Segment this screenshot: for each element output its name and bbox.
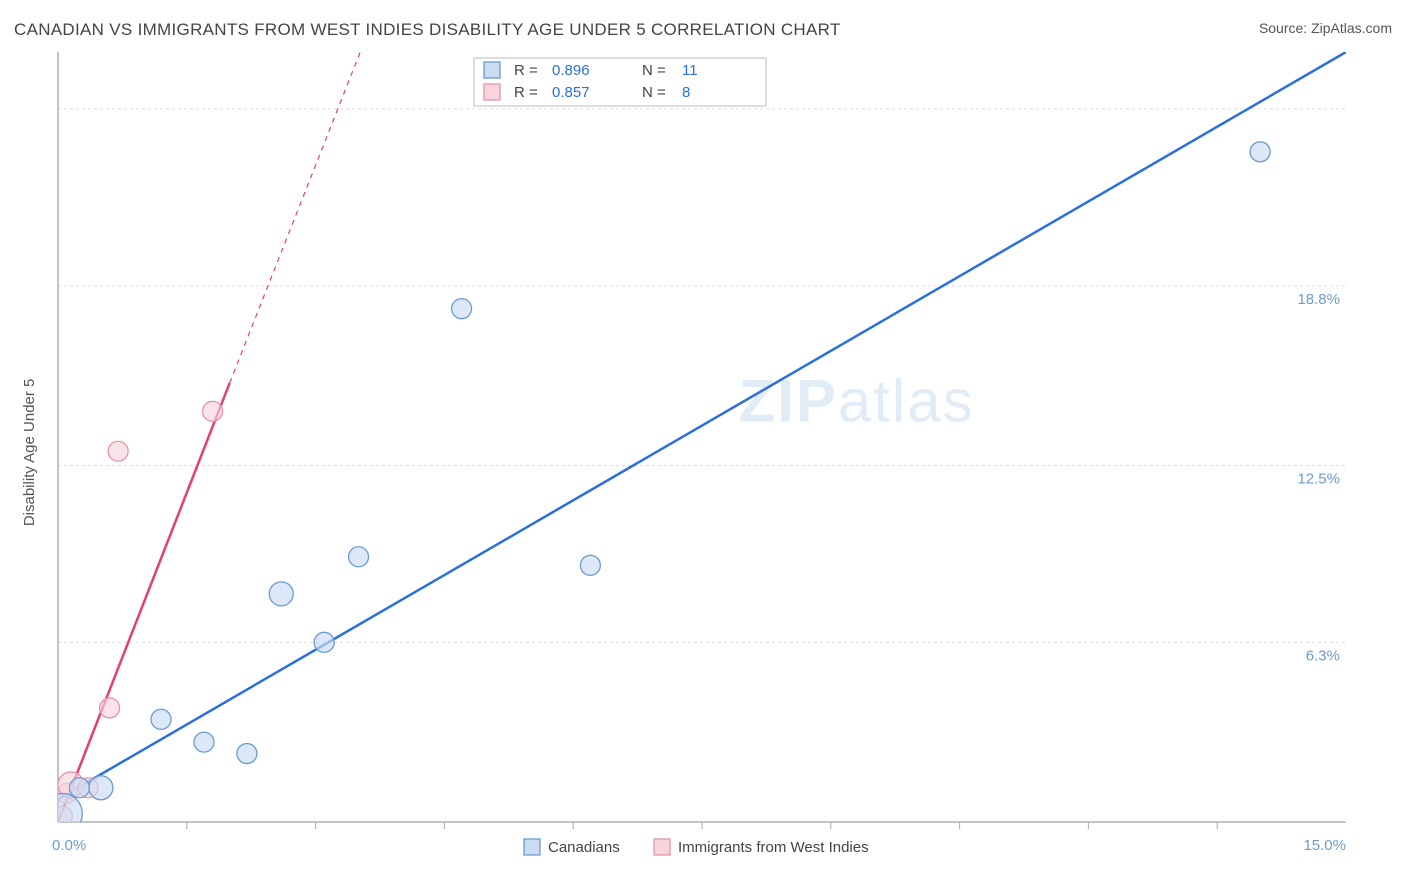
point-canadians [194, 732, 214, 752]
stats-r-value: 0.896 [552, 62, 590, 79]
correlation-scatter-chart: 6.3% 12.5% 18.8% ZIPatlas 0.0% 15.0% Disabilit… [14, 52, 1392, 880]
legend-swatch [484, 62, 500, 78]
source-prefix: Source: [1259, 20, 1311, 36]
point-canadians [314, 632, 334, 652]
trendline-immigrants [58, 383, 230, 822]
chart-title: CANADIAN VS IMMIGRANTS FROM WEST INDIES … [14, 20, 841, 40]
legend-swatch [524, 839, 540, 855]
chart-container: 6.3% 12.5% 18.8% ZIPatlas 0.0% 15.0% Disabilit… [14, 52, 1392, 880]
point-canadians [237, 744, 257, 764]
legend-label: Immigrants from West Indies [678, 839, 869, 856]
trendline-immigrants-extrap [230, 52, 361, 383]
point-immigrants [203, 401, 223, 421]
x-tick-label: 15.0% [1303, 837, 1346, 854]
point-canadians [580, 555, 600, 575]
stats-n-value: 11 [682, 62, 698, 79]
legend-swatch [484, 84, 500, 100]
point-immigrants [108, 441, 128, 461]
stats-n-label: N = [642, 84, 666, 101]
trendline-canadians [58, 52, 1346, 799]
stats-r-value: 0.857 [552, 84, 590, 101]
stats-n-label: N = [642, 62, 666, 79]
point-canadians [349, 547, 369, 567]
legend-label: Canadians [548, 839, 620, 856]
stats-r-label: R = [514, 84, 538, 101]
y-axis-label: Disability Age Under 5 [21, 379, 38, 527]
point-canadians [452, 299, 472, 319]
point-canadians [69, 778, 89, 798]
source-link[interactable]: ZipAtlas.com [1311, 20, 1392, 36]
y-tick-label: 12.5% [1297, 471, 1340, 488]
point-immigrants [100, 698, 120, 718]
point-canadians [89, 776, 113, 800]
point-canadians [42, 793, 82, 833]
point-canadians [151, 709, 171, 729]
stats-r-label: R = [514, 62, 538, 79]
legend-swatch [654, 839, 670, 855]
x-tick-label: 0.0% [52, 837, 86, 854]
point-canadians [1250, 142, 1270, 162]
stats-n-value: 8 [682, 84, 690, 101]
y-tick-label: 18.8% [1297, 291, 1340, 308]
source-attribution: Source: ZipAtlas.com [1259, 20, 1392, 36]
y-tick-label: 6.3% [1306, 647, 1340, 664]
watermark: ZIPatlas [739, 368, 975, 435]
point-canadians [269, 582, 293, 606]
